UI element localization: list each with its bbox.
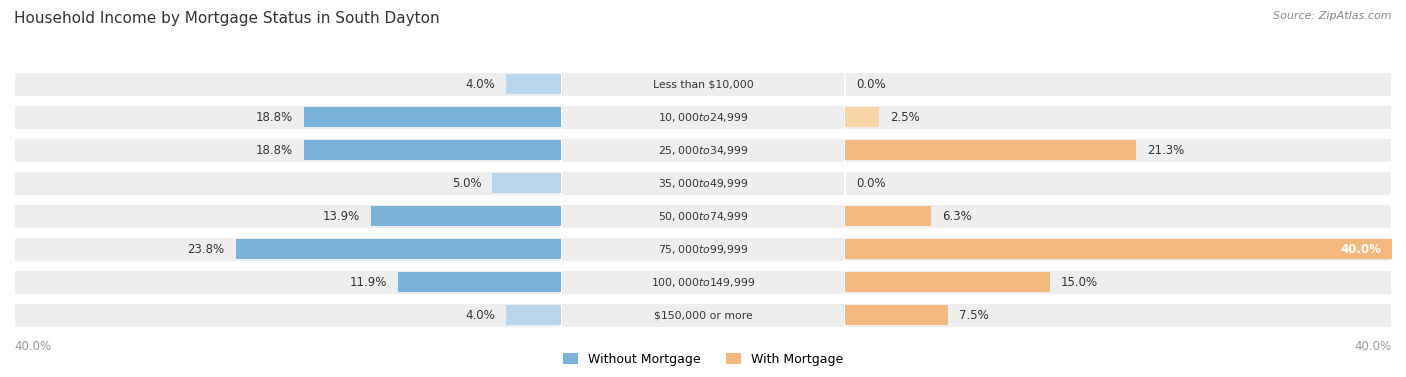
Text: 5.0%: 5.0% — [451, 177, 481, 190]
Bar — [845, 303, 1392, 328]
Bar — [561, 270, 845, 295]
Bar — [845, 204, 1392, 229]
Bar — [561, 72, 845, 97]
Bar — [235, 239, 561, 259]
Text: $100,000 to $149,999: $100,000 to $149,999 — [651, 276, 755, 289]
Bar — [845, 239, 1392, 259]
Bar — [371, 206, 561, 227]
Bar — [845, 140, 1136, 161]
Bar — [14, 171, 561, 196]
Text: Less than $10,000: Less than $10,000 — [652, 79, 754, 89]
Text: 13.9%: 13.9% — [322, 210, 360, 223]
Bar — [561, 138, 845, 163]
Text: 4.0%: 4.0% — [465, 309, 495, 322]
Text: 11.9%: 11.9% — [350, 276, 387, 289]
Text: 0.0%: 0.0% — [856, 177, 886, 190]
Text: $10,000 to $24,999: $10,000 to $24,999 — [658, 111, 748, 124]
Bar — [845, 305, 948, 325]
Bar — [561, 171, 845, 196]
Text: 40.0%: 40.0% — [1355, 340, 1392, 353]
Text: Household Income by Mortgage Status in South Dayton: Household Income by Mortgage Status in S… — [14, 11, 440, 26]
Bar — [845, 72, 1392, 97]
Bar — [845, 206, 931, 227]
Text: $35,000 to $49,999: $35,000 to $49,999 — [658, 177, 748, 190]
Text: 40.0%: 40.0% — [1340, 243, 1381, 256]
Text: 23.8%: 23.8% — [187, 243, 225, 256]
Bar — [561, 237, 845, 262]
Bar — [561, 105, 845, 130]
Text: 4.0%: 4.0% — [465, 78, 495, 91]
Text: $50,000 to $74,999: $50,000 to $74,999 — [658, 210, 748, 223]
Text: 0.0%: 0.0% — [856, 78, 886, 91]
Bar — [14, 204, 561, 229]
Bar — [845, 107, 879, 127]
Bar — [845, 171, 1392, 196]
Bar — [561, 303, 845, 328]
Bar — [398, 272, 561, 293]
Text: $25,000 to $34,999: $25,000 to $34,999 — [658, 144, 748, 157]
Bar — [845, 272, 1050, 293]
Bar — [845, 138, 1392, 163]
Text: 2.5%: 2.5% — [890, 111, 920, 124]
Text: 40.0%: 40.0% — [14, 340, 51, 353]
Bar — [845, 270, 1392, 295]
Bar — [14, 303, 561, 328]
Text: 6.3%: 6.3% — [942, 210, 972, 223]
Text: 7.5%: 7.5% — [959, 309, 988, 322]
Bar — [492, 173, 561, 193]
Bar — [845, 105, 1392, 130]
Text: 15.0%: 15.0% — [1062, 276, 1098, 289]
Bar — [14, 72, 561, 97]
Bar — [14, 105, 561, 130]
Bar — [506, 305, 561, 325]
Text: Source: ZipAtlas.com: Source: ZipAtlas.com — [1274, 11, 1392, 21]
Bar — [506, 74, 561, 95]
Text: $150,000 or more: $150,000 or more — [654, 310, 752, 320]
Bar — [304, 107, 561, 127]
Text: $75,000 to $99,999: $75,000 to $99,999 — [658, 243, 748, 256]
Bar — [14, 138, 561, 163]
Bar — [845, 237, 1392, 262]
Bar — [561, 204, 845, 229]
Text: 18.8%: 18.8% — [256, 111, 292, 124]
Bar — [14, 270, 561, 295]
Text: 18.8%: 18.8% — [256, 144, 292, 157]
Bar — [304, 140, 561, 161]
Bar — [14, 237, 561, 262]
Legend: Without Mortgage, With Mortgage: Without Mortgage, With Mortgage — [558, 348, 848, 371]
Text: 21.3%: 21.3% — [1147, 144, 1184, 157]
